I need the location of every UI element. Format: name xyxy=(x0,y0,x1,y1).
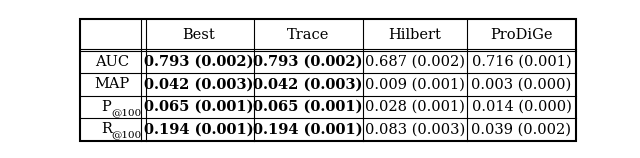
Text: AUC: AUC xyxy=(95,55,129,69)
Text: 0.028 (0.001): 0.028 (0.001) xyxy=(365,100,465,114)
Text: 0.009 (0.001): 0.009 (0.001) xyxy=(365,77,465,91)
Text: 0.065 (0.001): 0.065 (0.001) xyxy=(144,100,254,114)
Text: 0.003 (0.000): 0.003 (0.000) xyxy=(471,77,572,91)
Text: 0.083 (0.003): 0.083 (0.003) xyxy=(365,122,465,136)
Text: ProDiGe: ProDiGe xyxy=(490,28,553,42)
Text: 0.039 (0.002): 0.039 (0.002) xyxy=(472,122,572,136)
Text: 0.042 (0.003): 0.042 (0.003) xyxy=(145,77,253,91)
Text: @100: @100 xyxy=(111,108,141,117)
Text: Hilbert: Hilbert xyxy=(388,28,441,42)
Text: 0.014 (0.000): 0.014 (0.000) xyxy=(472,100,572,114)
Text: @100: @100 xyxy=(111,130,141,139)
Text: Trace: Trace xyxy=(287,28,330,42)
Text: 0.194 (0.001): 0.194 (0.001) xyxy=(144,122,254,136)
Text: P: P xyxy=(101,100,111,114)
Text: MAP: MAP xyxy=(95,77,130,91)
Text: 0.793 (0.002): 0.793 (0.002) xyxy=(253,55,363,69)
Text: 0.194 (0.001): 0.194 (0.001) xyxy=(253,122,363,136)
Text: 0.042 (0.003): 0.042 (0.003) xyxy=(253,77,363,91)
Text: R: R xyxy=(101,122,112,136)
Text: Best: Best xyxy=(182,28,216,42)
Text: 0.687 (0.002): 0.687 (0.002) xyxy=(365,55,465,69)
Text: 0.065 (0.001): 0.065 (0.001) xyxy=(253,100,363,114)
Text: 0.793 (0.002): 0.793 (0.002) xyxy=(144,55,254,69)
Text: 0.716 (0.001): 0.716 (0.001) xyxy=(472,55,572,69)
